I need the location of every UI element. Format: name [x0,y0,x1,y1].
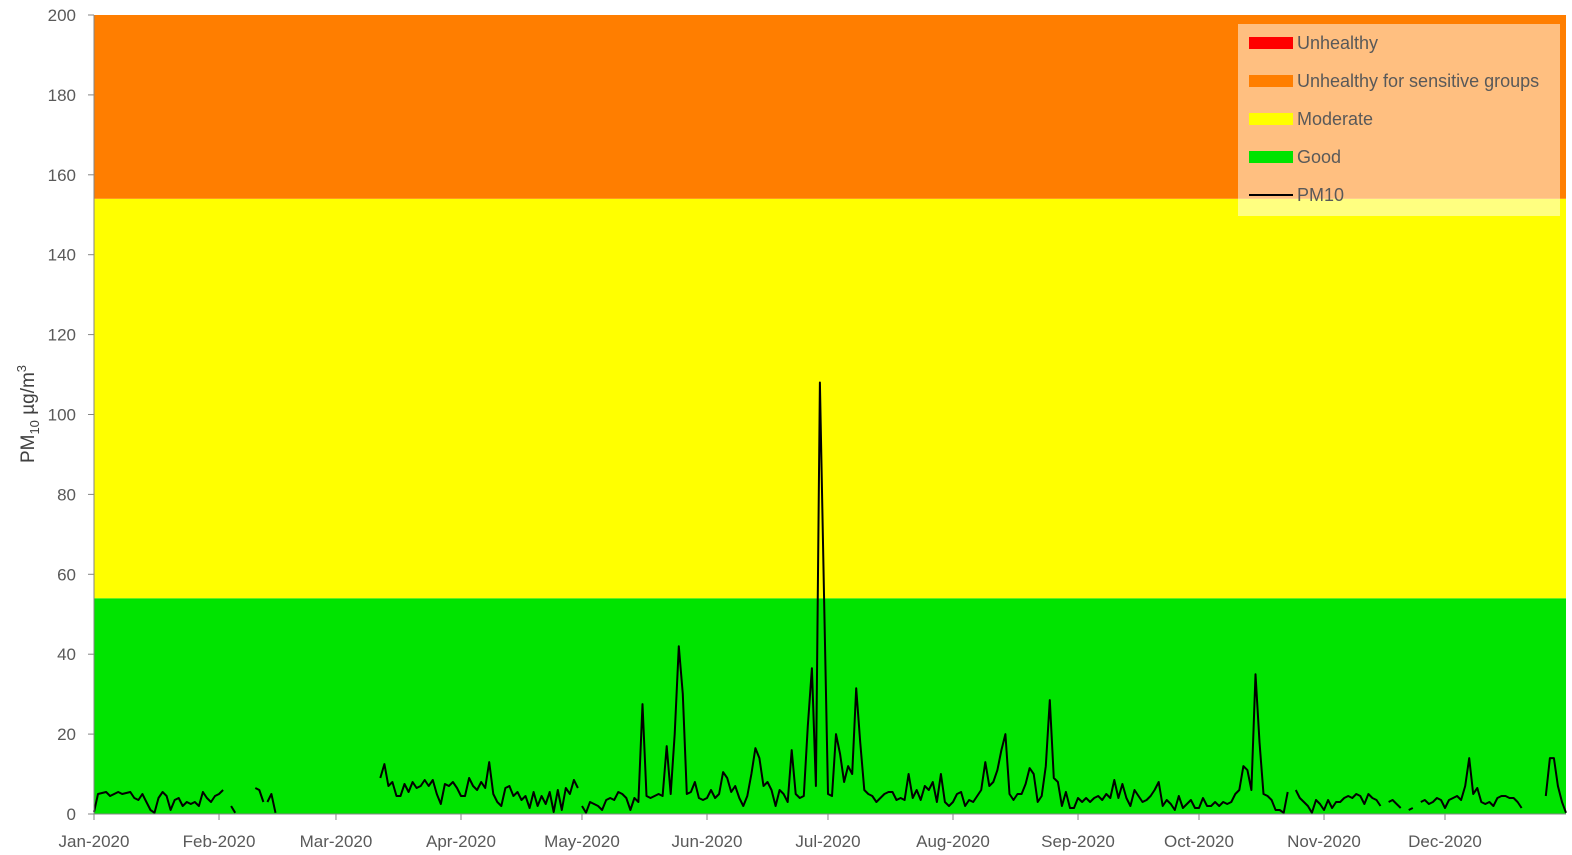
legend-label-unhealthy: Unhealthy [1297,33,1378,53]
legend-swatch-moderate [1249,113,1293,125]
series-line-pm10 [254,787,265,803]
legend-swatch-good [1249,151,1293,163]
y-tick-label: 140 [48,246,76,265]
legend: Unhealthy Unhealthy for sensitive groups M… [1238,24,1560,216]
y-tick-label: 20 [57,725,76,744]
y-tick-label: 40 [57,645,76,664]
y-tick-label: 120 [48,326,76,345]
x-tick-label: Dec-2020 [1408,832,1482,851]
y-axis-title: PM10 µg/m3 [14,365,42,463]
x-tick-label: Oct-2020 [1164,832,1234,851]
y-tick-label: 80 [57,485,76,504]
series-line-pm10 [1544,757,1567,814]
x-tick-label: Apr-2020 [426,832,496,851]
x-tick-label: Feb-2020 [183,832,256,851]
legend-label-good: Good [1297,147,1341,167]
series-line-pm10 [1408,807,1414,811]
y-tick-label: 160 [48,166,76,185]
series-line-pm10 [230,805,237,814]
axes [88,14,1566,820]
series-line-pm10 [266,793,277,814]
y-tick-label: 60 [57,565,76,584]
y-tick-label: 180 [48,86,76,105]
x-tick-label: Sep-2020 [1041,832,1115,851]
x-tick-label: Aug-2020 [916,832,990,851]
legend-swatch-unhealthy-for-sensitive-groups [1249,75,1293,87]
x-tick-label: Jun-2020 [672,832,743,851]
legend-label-moderate: Moderate [1297,109,1373,129]
y-tick-label: 200 [48,6,76,25]
x-tick-label: Jan-2020 [59,832,130,851]
x-tick-label: May-2020 [544,832,620,851]
x-tick-labels: Jan-2020 Feb-2020 Mar-2020 Apr-2020 May-2020… [59,832,1482,851]
band-good [94,598,1566,814]
y-tick-label: 100 [48,406,76,425]
series-line-pm10 [379,761,579,813]
y-tick-label: 0 [67,805,76,824]
band-moderate [94,198,1566,599]
x-tick-label: Mar-2020 [300,832,373,851]
legend-swatch-unhealthy [1249,37,1293,49]
x-tick-label: Nov-2020 [1287,832,1361,851]
series-line-pm10 [93,789,224,814]
series-line-pm10 [1420,757,1523,809]
pm10-series [93,381,1567,814]
legend-label-unhealthy-for-sensitive-groups: Unhealthy for sensitive groups [1297,71,1539,91]
y-tick-labels: 0 20 40 60 80 100 120 140 160 180 200 [48,6,76,824]
series-line-pm10 [581,381,1289,814]
series-line-pm10 [1294,789,1382,814]
x-tick-label: Jul-2020 [795,832,860,851]
legend-label-pm10: PM10 [1297,185,1344,205]
series-line-pm10 [1388,799,1402,809]
